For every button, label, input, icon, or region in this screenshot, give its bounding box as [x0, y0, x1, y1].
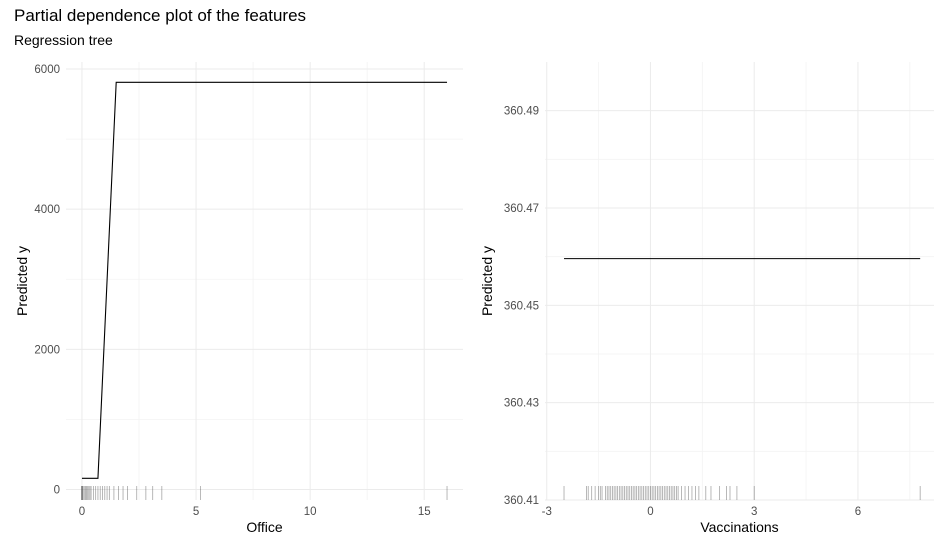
x-axis-title: Office: [246, 519, 283, 535]
x-tick-label: -3: [542, 506, 552, 518]
y-tick-label: 2000: [34, 344, 60, 356]
x-tick-label: 0: [647, 506, 653, 518]
y-tick-label: 360.49: [504, 106, 539, 118]
y-tick-label: 4000: [34, 204, 60, 216]
panel-2: -3 0 3 6 360.41 360.43 360.45 360.47 360.49 Vacci…: [479, 62, 934, 535]
y-tick-label: 360.47: [504, 203, 539, 215]
x-tick-label: 3: [751, 506, 757, 518]
x-tick-label: 6: [855, 506, 861, 518]
x-tick-label: 5: [193, 506, 199, 518]
x-tick-label: 0: [79, 506, 85, 518]
x-tick-label: 10: [304, 506, 317, 518]
chart-title: Partial dependence plot of the features: [14, 6, 307, 25]
y-axis-title: Predicted y: [479, 246, 495, 316]
pd-line: [81, 81, 448, 479]
y-tick-label: 360.43: [504, 398, 539, 410]
y-axis-title: Predicted y: [14, 246, 30, 316]
x-tick-label: 15: [418, 506, 431, 518]
y-tick-label: 360.45: [504, 300, 539, 312]
y-tick-label: 6000: [34, 64, 60, 76]
panel-1: 0 5 10 15 0 2000 4000 6000 Office Predicted y: [14, 62, 463, 535]
chart-subtitle: Regression tree: [14, 32, 113, 48]
y-tick-label: 0: [54, 484, 60, 496]
y-tick-label: 360.41: [504, 495, 539, 507]
x-axis-title: Vaccinations: [700, 519, 778, 535]
